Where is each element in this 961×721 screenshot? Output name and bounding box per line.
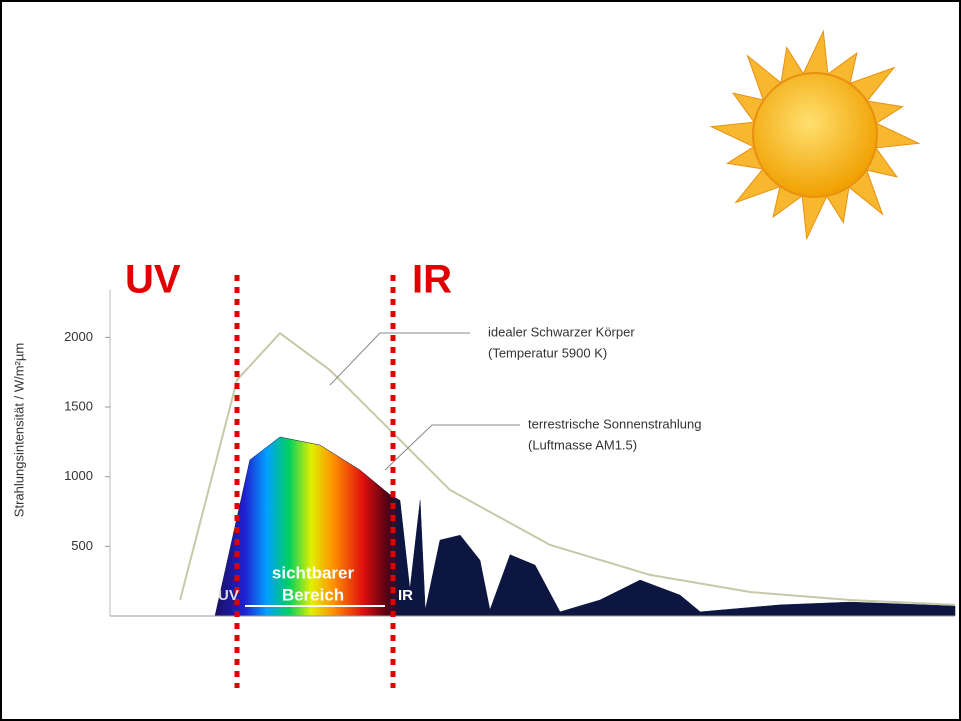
uv-label: UV <box>125 258 181 302</box>
leader <box>384 424 520 471</box>
blackbody-line <box>179 332 956 606</box>
ir-label: IR <box>412 258 452 302</box>
region-label: sichtbarer <box>272 563 355 582</box>
spectrum-area <box>214 436 956 617</box>
y-tick-label: 1500 <box>64 398 93 413</box>
region-label: UV <box>218 587 239 604</box>
region-label: IR <box>398 587 413 604</box>
y-tick-label: 2000 <box>64 329 93 344</box>
region-label: Bereich <box>282 585 344 604</box>
annotation: (Luftmasse AM1.5) <box>528 437 637 452</box>
y-axis-label: Strahlungsintensität / W/m²µm <box>11 343 26 517</box>
annotation: (Temperatur 5900 K) <box>488 345 607 360</box>
y-tick-label: 1000 <box>64 468 93 483</box>
annotation: idealer Schwarzer Körper <box>488 324 635 339</box>
y-tick-label: 500 <box>71 538 93 553</box>
leader <box>329 332 470 386</box>
annotation: terrestrische Sonnenstrahlung <box>528 416 701 431</box>
sun <box>709 29 921 241</box>
